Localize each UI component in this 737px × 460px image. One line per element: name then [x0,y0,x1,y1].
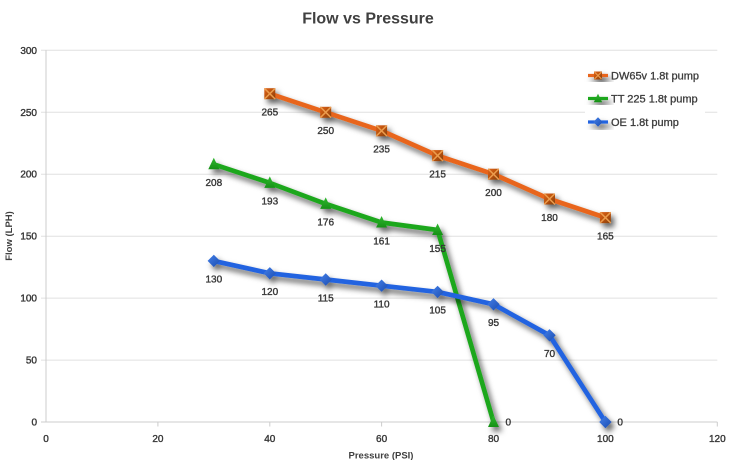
svg-text:80: 80 [488,434,500,445]
svg-text:115: 115 [318,293,334,304]
svg-text:Pressure (PSI): Pressure (PSI) [349,451,414,460]
svg-text:165: 165 [597,231,614,242]
svg-text:110: 110 [374,300,390,311]
svg-text:250: 250 [20,108,37,119]
svg-text:100: 100 [20,294,37,305]
svg-text:208: 208 [205,178,222,189]
svg-text:130: 130 [205,275,222,286]
svg-text:70: 70 [544,349,556,360]
svg-text:DW65v 1.8t pump: DW65v 1.8t pump [611,71,699,83]
svg-text:193: 193 [261,197,278,208]
svg-text:Flow (LPH): Flow (LPH) [4,211,15,261]
svg-text:40: 40 [264,434,276,445]
svg-text:150: 150 [20,232,37,243]
svg-text:180: 180 [541,213,558,224]
svg-text:OE 1.8t pump: OE 1.8t pump [611,117,679,129]
svg-text:105: 105 [429,306,446,317]
svg-text:176: 176 [317,218,334,229]
svg-text:20: 20 [152,434,164,445]
svg-text:155: 155 [429,244,446,255]
svg-text:50: 50 [26,356,38,367]
svg-text:200: 200 [20,170,37,181]
svg-text:120: 120 [709,434,726,445]
svg-text:95: 95 [488,318,500,329]
svg-text:250: 250 [317,126,334,137]
svg-text:0: 0 [43,434,49,445]
svg-text:235: 235 [373,145,390,156]
svg-text:60: 60 [376,434,388,445]
svg-text:265: 265 [261,108,278,119]
svg-text:0: 0 [31,418,37,429]
svg-text:300: 300 [20,46,37,57]
svg-text:215: 215 [429,169,446,180]
svg-text:120: 120 [261,287,278,298]
svg-text:0: 0 [506,418,512,429]
svg-text:200: 200 [485,188,502,199]
svg-text:161: 161 [373,236,390,247]
svg-text:Flow vs Pressure: Flow vs Pressure [302,11,434,28]
svg-text:100: 100 [597,434,614,445]
svg-text:0: 0 [617,418,623,429]
svg-text:TT 225 1.8t pump: TT 225 1.8t pump [611,94,698,106]
